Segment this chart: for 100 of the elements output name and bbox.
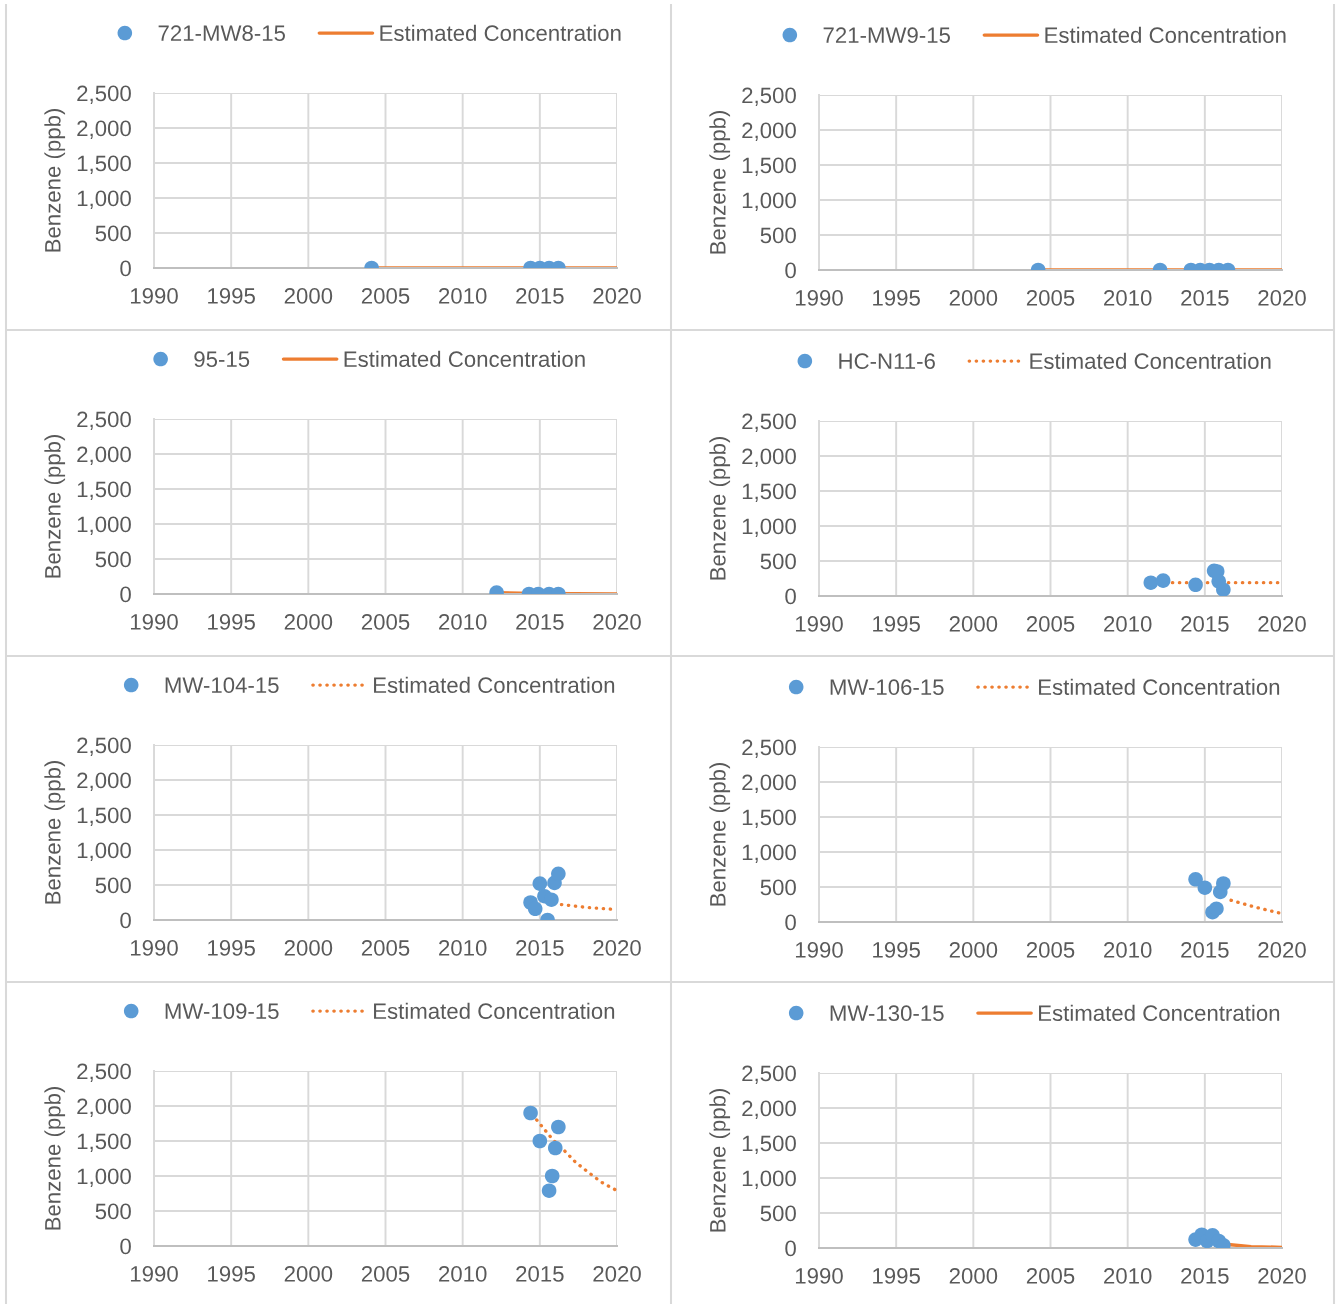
x-tick-label: 1990 bbox=[130, 288, 178, 304]
x-tick-label: 2020 bbox=[1258, 616, 1306, 632]
x-tick-label: 1995 bbox=[873, 290, 920, 306]
y-tick-label: 0 bbox=[120, 1238, 131, 1255]
x-tick-label: 2005 bbox=[1026, 942, 1075, 958]
point bbox=[527, 901, 543, 917]
legend-label: MW-130-15 bbox=[830, 1005, 944, 1022]
point bbox=[532, 876, 548, 891]
legend-label: Estimated Concentration bbox=[380, 24, 621, 42]
x-tick-label: 1995 bbox=[873, 616, 920, 632]
x-tick-label: 2000 bbox=[949, 1268, 998, 1284]
y-tick-label: 2,500 bbox=[742, 739, 796, 758]
y-tick-label: 2,000 bbox=[742, 1100, 796, 1119]
x-tick-label: 2020 bbox=[1258, 1268, 1306, 1284]
point bbox=[1155, 573, 1171, 588]
x-tick-label: 2005 bbox=[361, 288, 410, 304]
x-tick-label: 2010 bbox=[439, 288, 487, 304]
y-tick-label: 0 bbox=[120, 586, 131, 603]
point bbox=[1216, 582, 1231, 596]
x-tick-label: 2000 bbox=[949, 942, 998, 958]
y-tick-label: 2,500 bbox=[742, 413, 796, 432]
y-tick-label: 2,000 bbox=[77, 120, 131, 139]
x-tick-label: 1990 bbox=[130, 614, 178, 630]
point bbox=[1188, 872, 1203, 887]
y-tick-label: 1,500 bbox=[77, 155, 131, 174]
x-tick-label: 2020 bbox=[1258, 290, 1306, 306]
legend-label: MW-104-15 bbox=[165, 677, 279, 694]
legend-label: MW-106-15 bbox=[830, 679, 944, 696]
x-tick-label: 1990 bbox=[795, 616, 843, 632]
x-tick-label: 2015 bbox=[516, 940, 564, 956]
legend-label: Estimated Concentration bbox=[1039, 1004, 1280, 1022]
y-tick-label: 1,500 bbox=[77, 807, 131, 826]
x-tick-label: 2020 bbox=[593, 1266, 641, 1282]
point bbox=[551, 866, 566, 882]
x-tick-label: 2005 bbox=[361, 1266, 410, 1282]
y-axis-title: Benzene (ppb) bbox=[709, 110, 731, 254]
x-tick-label: 2000 bbox=[284, 288, 333, 304]
y-tick-label: 1,000 bbox=[742, 1170, 796, 1189]
y-tick-label: 2,500 bbox=[77, 85, 131, 104]
x-tick-label: 2005 bbox=[361, 940, 410, 956]
y-tick-label: 500 bbox=[95, 877, 131, 894]
y-tick-label: 1,000 bbox=[77, 842, 131, 861]
y-tick-label: 2,500 bbox=[742, 1065, 796, 1084]
y-tick-label: 500 bbox=[760, 553, 796, 570]
x-tick-label: 2010 bbox=[1104, 290, 1152, 306]
x-tick-label: 2000 bbox=[949, 616, 998, 632]
y-tick-label: 500 bbox=[760, 1205, 796, 1222]
legend-label: Estimated Concentration bbox=[1030, 352, 1271, 370]
x-tick-label: 2015 bbox=[1181, 616, 1229, 632]
x-tick-label: 2000 bbox=[284, 940, 333, 956]
y-axis-title: Benzene (ppb) bbox=[44, 1086, 66, 1230]
y-tick-label: 0 bbox=[120, 260, 131, 277]
y-tick-label: 0 bbox=[120, 912, 131, 929]
x-tick-label: 2020 bbox=[593, 288, 641, 304]
y-tick-label: 1,000 bbox=[77, 516, 131, 535]
y-tick-label: 1,500 bbox=[742, 483, 796, 502]
y-tick-label: 2,000 bbox=[77, 446, 131, 465]
y-tick-label: 2,000 bbox=[742, 774, 796, 793]
y-tick-label: 0 bbox=[785, 588, 796, 605]
x-tick-label: 1990 bbox=[130, 940, 178, 956]
y-axis-title: Benzene (ppb) bbox=[709, 1088, 731, 1232]
y-tick-label: 1,500 bbox=[742, 809, 796, 828]
point bbox=[523, 1105, 538, 1121]
point bbox=[1197, 880, 1213, 895]
y-tick-label: 500 bbox=[95, 225, 131, 242]
x-tick-label: 1995 bbox=[208, 940, 255, 956]
x-tick-label: 2010 bbox=[1104, 616, 1152, 632]
y-axis-title: Benzene (ppb) bbox=[44, 760, 66, 904]
x-tick-label: 1990 bbox=[130, 1266, 178, 1282]
x-tick-label: 2010 bbox=[439, 1266, 487, 1282]
y-tick-label: 2,000 bbox=[77, 1098, 131, 1117]
x-tick-label: 2020 bbox=[1258, 942, 1306, 958]
legend-label: 721-MW8-15 bbox=[158, 25, 285, 42]
x-tick-label: 2020 bbox=[593, 940, 641, 956]
y-tick-label: 2,000 bbox=[77, 772, 131, 791]
y-tick-label: 2,500 bbox=[77, 1063, 131, 1082]
y-tick-label: 2,500 bbox=[77, 737, 131, 756]
x-tick-label: 2000 bbox=[949, 290, 998, 306]
x-tick-label: 2000 bbox=[284, 614, 333, 630]
x-tick-label: 1995 bbox=[873, 1268, 920, 1284]
x-tick-label: 2005 bbox=[1026, 616, 1075, 632]
y-tick-label: 500 bbox=[760, 227, 796, 244]
point bbox=[541, 1183, 557, 1198]
x-tick-label: 2015 bbox=[1181, 1268, 1229, 1284]
x-tick-label: 2000 bbox=[284, 1266, 333, 1282]
y-tick-label: 2,000 bbox=[742, 448, 796, 467]
y-axis-title: Benzene (ppb) bbox=[709, 762, 731, 906]
legend-label: Estimated Concentration bbox=[344, 350, 585, 368]
y-tick-label: 0 bbox=[785, 1240, 796, 1257]
y-tick-label: 2,500 bbox=[77, 411, 131, 430]
legend-label: 95-15 bbox=[194, 351, 250, 368]
legend-label: Estimated Concentration bbox=[1039, 678, 1280, 696]
y-tick-label: 1,000 bbox=[77, 190, 131, 209]
legend-label: HC-N11-6 bbox=[839, 353, 935, 370]
x-tick-label: 2015 bbox=[516, 1266, 564, 1282]
legend-label: Estimated Concentration bbox=[374, 676, 615, 694]
y-tick-label: 500 bbox=[760, 879, 796, 896]
x-tick-label: 1990 bbox=[795, 942, 843, 958]
x-tick-label: 2005 bbox=[1026, 290, 1075, 306]
x-tick-label: 2010 bbox=[439, 940, 487, 956]
